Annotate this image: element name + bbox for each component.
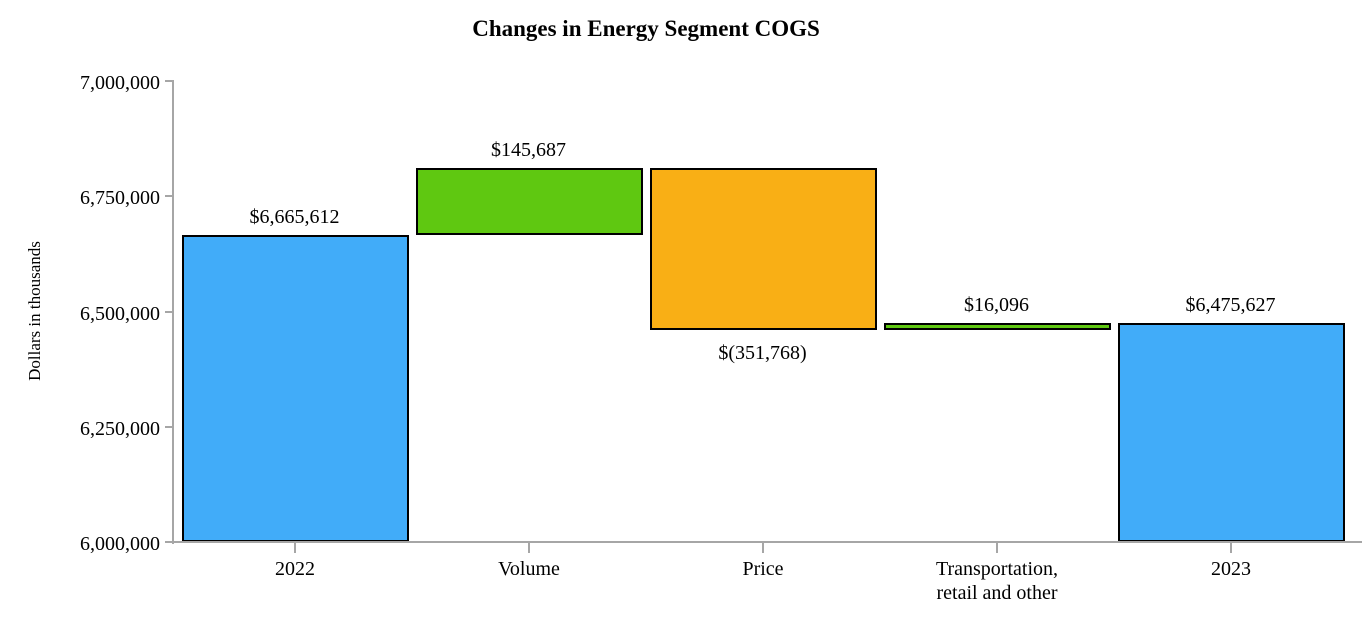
value-label: $6,665,612 (249, 206, 340, 228)
x-category-label: Price (742, 558, 784, 580)
x-category-label: 2022 (275, 558, 315, 580)
bar-2022 (181, 235, 409, 542)
y-tick-label: 7,000,000 (80, 72, 160, 94)
y-tick-mark (165, 426, 174, 428)
x-axis-line (172, 541, 1362, 543)
value-label: $(351,768) (718, 342, 807, 364)
x-category-label: Transportation, retail and other (935, 558, 1059, 604)
bar-transportation- (883, 323, 1111, 330)
y-tick-label: 6,000,000 (80, 533, 160, 555)
y-tick-mark (165, 80, 174, 82)
x-tick-mark (996, 543, 998, 553)
y-tick-mark (165, 311, 174, 313)
y-tick-mark (165, 195, 174, 197)
y-tick-label: 6,750,000 (80, 187, 160, 209)
x-tick-mark (762, 543, 764, 553)
x-tick-mark (1230, 543, 1232, 553)
bar-2023 (1117, 323, 1345, 542)
y-tick-label: 6,250,000 (80, 418, 160, 440)
x-category-label: Volume (498, 558, 560, 580)
x-tick-mark (528, 543, 530, 553)
x-tick-mark (294, 543, 296, 553)
y-axis-line (172, 81, 174, 544)
y-tick-mark (165, 541, 174, 543)
bar-volume (415, 168, 643, 235)
bar-price (649, 168, 877, 330)
value-label: $145,687 (491, 139, 566, 161)
chart-title: Changes in Energy Segment COGS (472, 16, 820, 41)
y-tick-label: 6,500,000 (80, 303, 160, 325)
value-label: $16,096 (964, 294, 1029, 316)
value-label: $6,475,627 (1185, 294, 1276, 316)
x-category-label: 2023 (1211, 558, 1251, 580)
